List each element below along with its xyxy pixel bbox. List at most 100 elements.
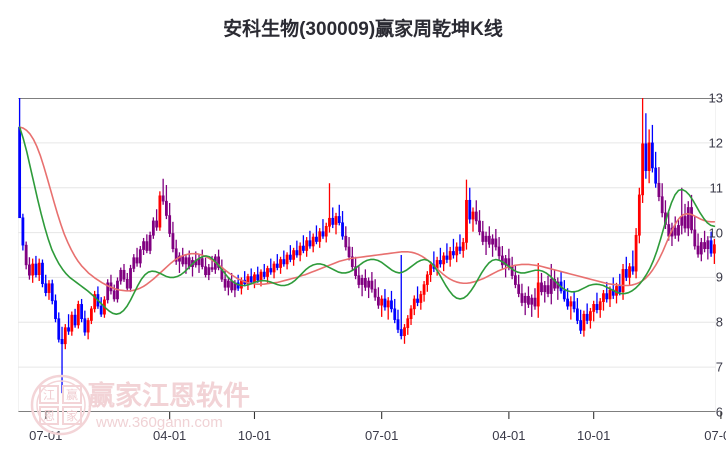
candle — [429, 261, 433, 282]
candle-body — [73, 314, 77, 326]
candle — [396, 309, 400, 334]
candle — [138, 246, 142, 268]
candle-body — [174, 248, 178, 262]
candle-body — [311, 236, 315, 247]
candle — [709, 231, 713, 257]
x-tick-label: 07-01 — [365, 428, 399, 443]
candle — [334, 212, 338, 235]
candle-body — [337, 216, 341, 224]
candle — [406, 315, 410, 335]
candle — [148, 231, 152, 255]
candle-body — [602, 293, 605, 302]
candle-body — [80, 304, 84, 319]
candle — [585, 303, 589, 325]
candle-body — [112, 290, 116, 300]
candle-body — [412, 298, 416, 310]
candle-body — [315, 236, 318, 242]
candle — [129, 264, 132, 292]
candle — [207, 263, 211, 281]
candle-body — [331, 217, 335, 225]
candle — [337, 204, 341, 226]
candle — [641, 98, 645, 203]
y-axis: 13 12 11 10 9 8 7 6 — [680, 0, 726, 450]
candle-body — [119, 269, 123, 282]
candle-body — [37, 262, 41, 276]
candle — [83, 310, 87, 336]
candle-body — [647, 142, 651, 171]
candle-body — [318, 231, 322, 242]
candle — [390, 290, 393, 313]
candle — [21, 213, 25, 251]
candle — [324, 222, 328, 243]
candle-body — [706, 240, 710, 250]
plot-area[interactable] — [18, 98, 716, 412]
candle-body — [217, 256, 220, 268]
candle — [341, 211, 344, 240]
candle-body — [155, 220, 159, 228]
candle-body — [452, 251, 455, 256]
candle — [31, 258, 35, 283]
candle — [174, 239, 178, 265]
candle-body — [686, 207, 690, 229]
candle — [377, 287, 380, 309]
candle-body — [67, 327, 70, 332]
candle-body — [60, 339, 64, 345]
candle-body — [605, 293, 609, 300]
candle — [579, 309, 583, 334]
candle — [262, 263, 266, 280]
candle-body — [487, 235, 491, 245]
candle — [703, 230, 706, 253]
candle-body — [677, 225, 680, 236]
candle — [657, 167, 661, 202]
candle-body — [305, 240, 309, 251]
candle-body — [76, 304, 80, 326]
candle-body — [275, 263, 279, 268]
candle — [57, 312, 61, 343]
candle-body — [575, 308, 579, 321]
candle-body — [165, 200, 168, 216]
candle-body — [393, 308, 397, 320]
candle — [572, 290, 576, 313]
candle-body — [223, 278, 227, 288]
candle — [363, 269, 367, 291]
candle-body — [458, 246, 462, 251]
candle-body — [373, 288, 377, 298]
candle — [145, 234, 149, 254]
y-tick-label: 13 — [708, 90, 723, 106]
candle — [380, 295, 384, 317]
candle — [481, 220, 485, 246]
candle — [54, 294, 57, 323]
candle-body — [621, 269, 625, 293]
candle — [530, 294, 534, 317]
candle — [422, 281, 426, 302]
candle — [275, 254, 279, 271]
candle-body — [347, 246, 351, 258]
y-tick-label: 9 — [715, 269, 723, 285]
candle — [452, 238, 455, 259]
candle-body — [249, 276, 253, 283]
candle-body — [148, 234, 152, 251]
candle-body — [491, 238, 494, 245]
candle-body — [527, 295, 530, 305]
candle — [285, 252, 289, 270]
candle-body — [226, 280, 230, 288]
candle — [628, 263, 631, 285]
candle — [295, 240, 299, 258]
candle-body — [21, 217, 25, 246]
candle — [89, 306, 93, 325]
y-tick-label: 11 — [709, 180, 724, 196]
candle — [256, 266, 260, 283]
candle — [637, 187, 641, 244]
candle-body — [171, 233, 175, 250]
candle — [125, 272, 129, 291]
candle — [266, 265, 269, 283]
candle — [135, 247, 139, 267]
candle — [409, 305, 413, 325]
candle-body — [589, 311, 592, 321]
candle-body — [324, 225, 328, 237]
candle-body — [566, 298, 569, 307]
candle — [699, 237, 703, 262]
candle-body — [693, 229, 697, 247]
candle — [455, 242, 459, 263]
